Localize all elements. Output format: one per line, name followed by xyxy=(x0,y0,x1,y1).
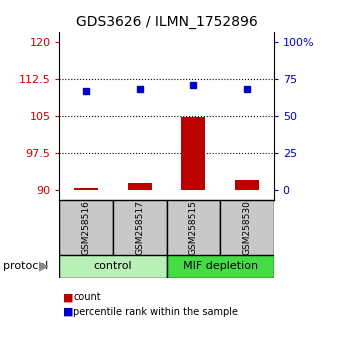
Text: protocol: protocol xyxy=(3,261,49,272)
Bar xyxy=(113,200,167,255)
Bar xyxy=(235,180,259,190)
Bar xyxy=(167,200,220,255)
Text: MIF depletion: MIF depletion xyxy=(183,261,258,272)
Bar xyxy=(59,255,167,278)
Text: ■: ■ xyxy=(63,292,73,302)
Text: count: count xyxy=(73,292,101,302)
Text: percentile rank within the sample: percentile rank within the sample xyxy=(73,307,238,316)
Text: GSM258530: GSM258530 xyxy=(242,200,251,255)
Bar xyxy=(220,200,274,255)
Bar xyxy=(167,255,274,278)
Bar xyxy=(181,117,205,190)
Bar xyxy=(74,188,98,190)
Text: ■: ■ xyxy=(63,307,73,316)
Bar xyxy=(59,200,113,255)
Title: GDS3626 / ILMN_1752896: GDS3626 / ILMN_1752896 xyxy=(76,16,257,29)
Text: GSM258515: GSM258515 xyxy=(189,200,198,255)
Bar xyxy=(128,183,152,190)
Text: ▶: ▶ xyxy=(39,260,49,273)
Text: GSM258517: GSM258517 xyxy=(135,200,144,255)
Text: control: control xyxy=(94,261,132,272)
Text: GSM258516: GSM258516 xyxy=(82,200,91,255)
